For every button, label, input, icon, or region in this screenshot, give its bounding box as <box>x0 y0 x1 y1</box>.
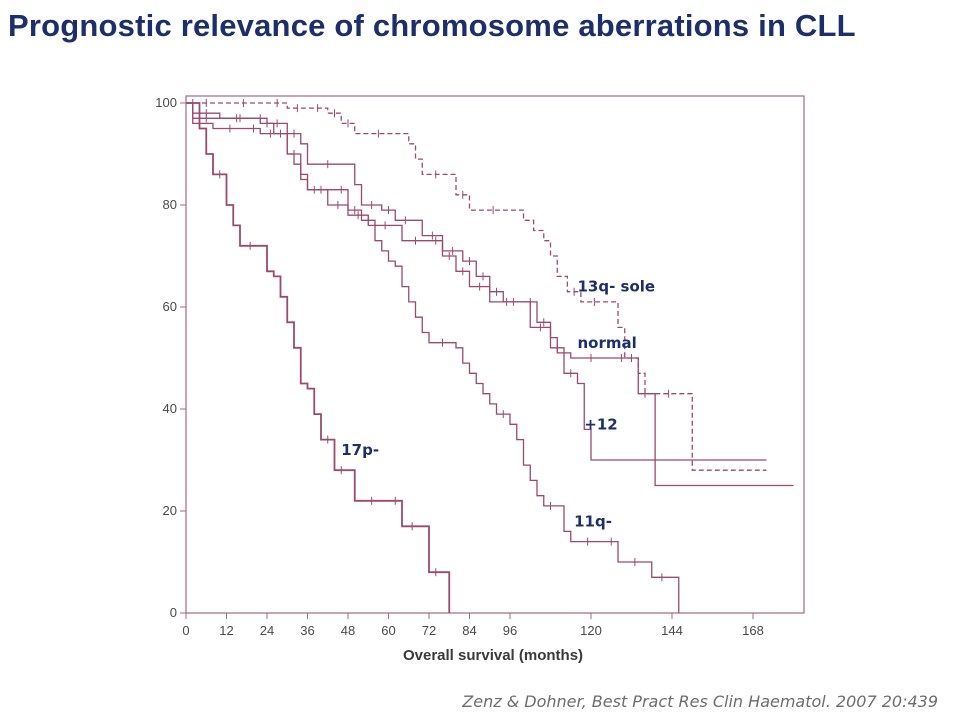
x-tick-label: 144 <box>661 623 683 638</box>
survival-curve-12 <box>186 102 767 461</box>
plot-frame <box>185 95 805 614</box>
survival-curve-17p <box>186 102 451 613</box>
y-tick-label: 60 <box>163 299 177 314</box>
curve-label-normal: normal <box>578 334 637 352</box>
y-tick-label: 80 <box>163 197 177 212</box>
curves-layer <box>186 99 794 613</box>
curve-label-11q: 11q- <box>574 512 612 530</box>
censor-marks-12 <box>199 119 572 378</box>
y-tick-label: 0 <box>170 605 177 620</box>
censor-marks-11q <box>205 109 663 582</box>
y-tick-label: 100 <box>155 95 177 110</box>
citation-journal: , Best Pract Res Clin Haematol. 2007 20:… <box>581 692 938 711</box>
y-tick-label: 40 <box>163 401 177 416</box>
labels-layer: 13q- sole normal +12 11q- 17p- <box>341 278 655 531</box>
x-tick-label: 12 <box>219 623 233 638</box>
axes-layer: 0 20 40 60 80 100 0 12 24 36 48 60 72 84 96 120 144 168 <box>155 95 805 638</box>
x-tick-label: 120 <box>580 623 602 638</box>
x-tick-label: 60 <box>381 623 395 638</box>
x-tick-label: 72 <box>422 623 436 638</box>
citation-authors: Zenz & Dohner <box>462 692 582 711</box>
slide-title: Prognostic relevance of chromosome aberr… <box>8 8 856 43</box>
survival-curve-11q <box>186 102 680 613</box>
x-tick-label: 36 <box>300 623 314 638</box>
x-tick-label: 84 <box>462 623 476 638</box>
survival-curve-13qsole <box>186 102 767 471</box>
x-tick-label: 24 <box>260 623 274 638</box>
curve-label-12: +12 <box>584 415 617 433</box>
curve-label-13qsole: 13q- sole <box>578 278 656 296</box>
citation: Zenz & Dohner, Best Pract Res Clin Haema… <box>462 692 938 711</box>
y-tick-label: 20 <box>163 503 177 518</box>
censor-marks-13qsole <box>205 99 670 398</box>
x-tick-label: 0 <box>182 623 189 638</box>
x-tick-label: 96 <box>503 623 517 638</box>
censor-marks-normal <box>205 114 646 398</box>
curve-label-17p: 17p- <box>341 441 379 459</box>
x-axis-title: Overall survival (months) <box>403 647 583 664</box>
x-tick-label: 48 <box>341 623 355 638</box>
x-tick-label: 168 <box>742 623 764 638</box>
censor-marks-17p <box>192 99 437 577</box>
